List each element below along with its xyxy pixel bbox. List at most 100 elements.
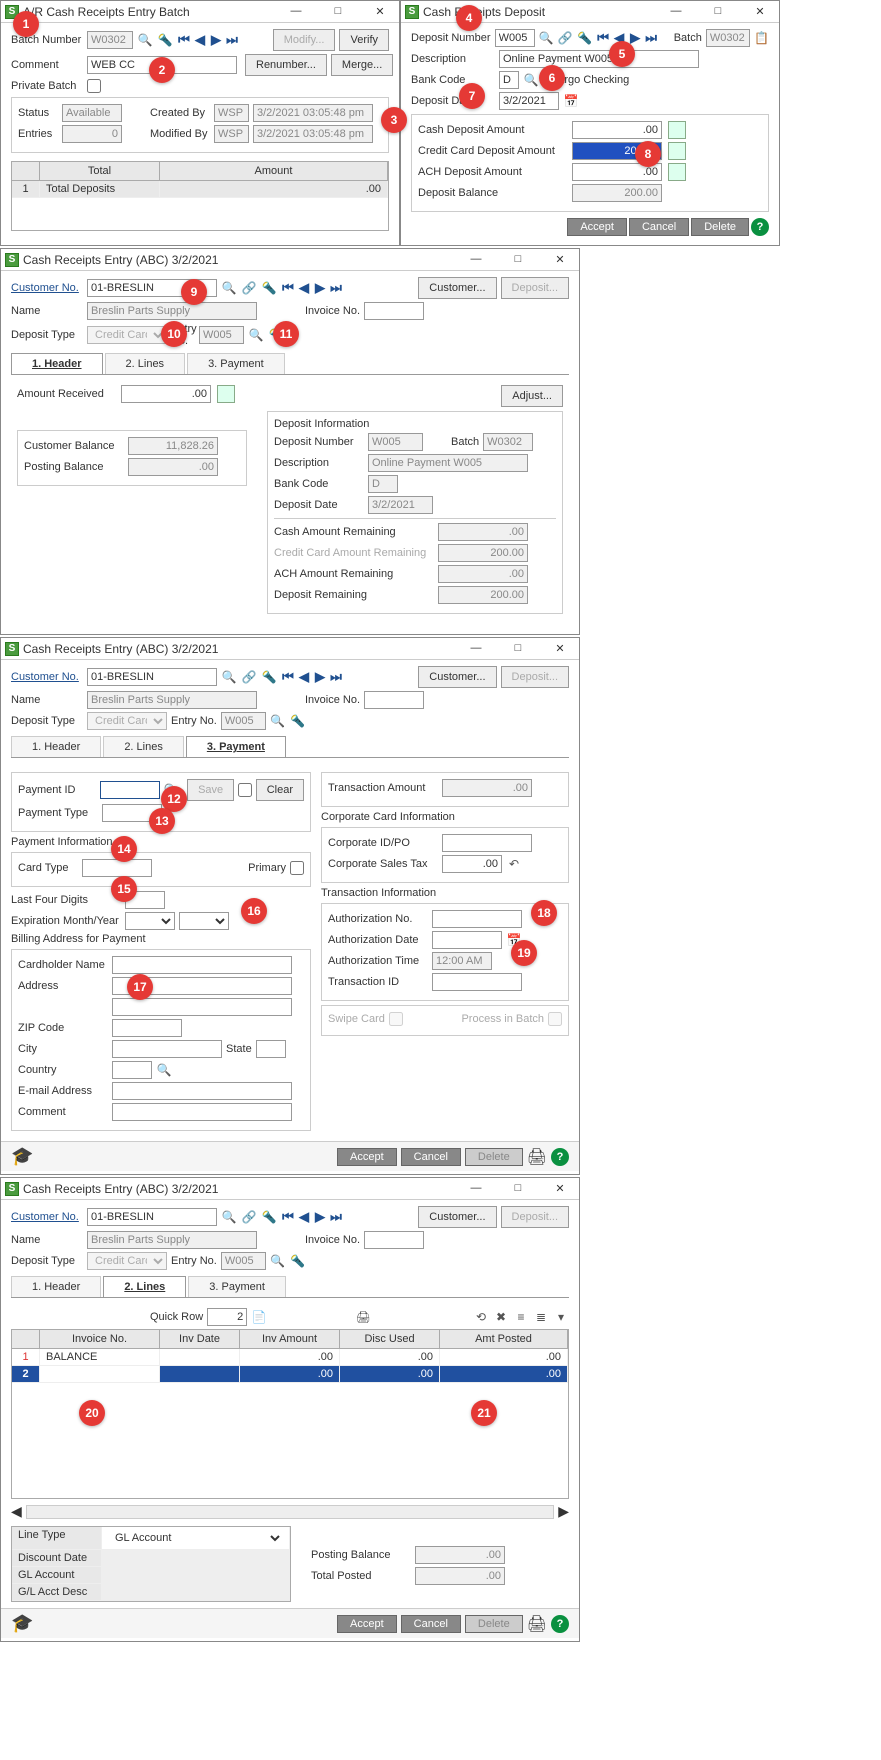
deposit-button[interactable]: Deposit...: [501, 666, 569, 688]
modify-button[interactable]: Modify...: [273, 29, 336, 51]
nav-arrows[interactable]: ⏮ ◀ ▶ ⏭: [177, 32, 239, 48]
tab-payment[interactable]: 3. Payment: [186, 736, 286, 757]
maximize-icon[interactable]: □: [703, 5, 733, 18]
private-batch-checkbox[interactable]: [87, 79, 101, 93]
goto-icon[interactable]: 📄: [251, 1309, 267, 1325]
tool5-icon[interactable]: ▾: [553, 1309, 569, 1325]
grad-cap-icon[interactable]: 🎓: [11, 1146, 33, 1167]
minimize-icon[interactable]: —: [461, 642, 491, 655]
comment2-input[interactable]: [112, 1103, 292, 1121]
primary-checkbox[interactable]: [290, 861, 304, 875]
calc-icon[interactable]: [668, 142, 686, 160]
corpid-input[interactable]: [442, 834, 532, 852]
help-icon[interactable]: ?: [551, 1148, 569, 1166]
close-icon[interactable]: ✕: [745, 5, 775, 18]
custno-label[interactable]: Customer No.: [11, 671, 83, 683]
nav-last-icon[interactable]: ⏭: [644, 30, 658, 46]
close-icon[interactable]: ✕: [365, 5, 395, 18]
help-icon[interactable]: ?: [751, 218, 769, 236]
nav-next-icon[interactable]: ▶: [209, 32, 223, 48]
nav-arrows[interactable]: ⏮◀▶⏭: [281, 280, 343, 296]
custno-input[interactable]: [87, 668, 217, 686]
search-icon[interactable]: 🔍: [539, 30, 554, 46]
cardtype-input[interactable]: [82, 859, 152, 877]
dtype-select[interactable]: Credit Card: [87, 326, 167, 344]
addr2-input[interactable]: [112, 998, 292, 1016]
print-icon[interactable]: 🖨: [527, 1614, 547, 1634]
customer-button[interactable]: Customer...: [418, 1206, 496, 1228]
amt-recv-input[interactable]: [121, 385, 211, 403]
exp-month-select[interactable]: [125, 912, 175, 930]
nav-first-icon[interactable]: ⏮: [596, 30, 610, 46]
nav-first-icon[interactable]: ⏮: [177, 32, 191, 48]
linetype-select[interactable]: GL Account: [108, 1529, 283, 1547]
bank-input[interactable]: [499, 71, 519, 89]
flashlight-icon[interactable]: 🔦: [261, 280, 277, 296]
search-icon[interactable]: 🔍: [248, 327, 264, 343]
nav-last-icon[interactable]: ⏭: [225, 32, 239, 48]
tab-header[interactable]: 1. Header: [11, 353, 103, 374]
cancel-button[interactable]: Cancel: [629, 218, 689, 236]
search-icon[interactable]: 🔍: [156, 1062, 172, 1078]
deposit-button[interactable]: Deposit...: [501, 277, 569, 299]
invno-input[interactable]: [364, 1231, 424, 1249]
renumber-button[interactable]: Renumber...: [245, 54, 327, 76]
tool1-icon[interactable]: ⟲: [473, 1309, 489, 1325]
accept-button[interactable]: Accept: [337, 1615, 397, 1633]
search-icon[interactable]: 🔍: [221, 669, 237, 685]
accept-button[interactable]: Accept: [567, 218, 627, 236]
minimize-icon[interactable]: —: [461, 253, 491, 266]
save-checkbox[interactable]: [238, 783, 252, 797]
state-input[interactable]: [256, 1040, 286, 1058]
tool4-icon[interactable]: ≣: [533, 1309, 549, 1325]
clipboard-icon[interactable]: 📋: [754, 30, 769, 46]
custno-label[interactable]: Customer No.: [11, 282, 83, 294]
tab-header[interactable]: 1. Header: [11, 736, 101, 757]
cardname-input[interactable]: [112, 956, 292, 974]
minimize-icon[interactable]: —: [281, 5, 311, 18]
delete-button[interactable]: Delete: [465, 1148, 523, 1166]
authdate-input[interactable]: [432, 931, 502, 949]
save-button[interactable]: Save: [187, 779, 234, 801]
authno-input[interactable]: [432, 910, 522, 928]
flashlight-icon[interactable]: 🔦: [290, 1253, 306, 1269]
flashlight-icon[interactable]: 🔦: [261, 669, 277, 685]
nav-prev-icon[interactable]: ◀: [193, 32, 207, 48]
print-icon[interactable]: 🖨: [355, 1309, 371, 1325]
help-icon[interactable]: ?: [551, 1615, 569, 1633]
delete-button[interactable]: Delete: [465, 1615, 523, 1633]
calendar-icon[interactable]: 📅: [563, 93, 579, 109]
close-icon[interactable]: ✕: [545, 642, 575, 655]
delete-button[interactable]: Delete: [691, 218, 749, 236]
quickrow-input[interactable]: [207, 1308, 247, 1326]
calc-icon[interactable]: [668, 163, 686, 181]
tab-header[interactable]: 1. Header: [11, 1276, 101, 1297]
close-icon[interactable]: ✕: [545, 253, 575, 266]
deposit-button[interactable]: Deposit...: [501, 1206, 569, 1228]
txid-input[interactable]: [432, 973, 522, 991]
tab-payment[interactable]: 3. Payment: [187, 353, 285, 374]
link-icon[interactable]: 🔗: [241, 669, 257, 685]
minimize-icon[interactable]: —: [661, 5, 691, 18]
grad-cap-icon[interactable]: 🎓: [11, 1613, 33, 1634]
tab-lines[interactable]: 2. Lines: [105, 353, 186, 374]
link-icon[interactable]: 🔗: [241, 280, 257, 296]
maximize-icon[interactable]: □: [503, 642, 533, 655]
flashlight-icon[interactable]: 🔦: [261, 1209, 277, 1225]
invno-input[interactable]: [364, 691, 424, 709]
calc-icon[interactable]: [668, 121, 686, 139]
dtype-select[interactable]: Credit Card: [87, 1252, 167, 1270]
flashlight-icon[interactable]: 🔦: [157, 32, 173, 48]
search-icon[interactable]: 🔍: [221, 1209, 237, 1225]
email-input[interactable]: [112, 1082, 292, 1100]
search-icon[interactable]: 🔍: [270, 713, 286, 729]
link-icon[interactable]: 🔗: [558, 30, 573, 46]
search-icon[interactable]: 🔍: [523, 72, 539, 88]
custno-input[interactable]: [87, 1208, 217, 1226]
print-icon[interactable]: 🖨: [527, 1147, 547, 1167]
merge-button[interactable]: Merge...: [331, 54, 393, 76]
tab-lines[interactable]: 2. Lines: [103, 736, 184, 757]
customer-button[interactable]: Customer...: [418, 666, 496, 688]
search-icon[interactable]: 🔍: [221, 280, 237, 296]
maximize-icon[interactable]: □: [503, 253, 533, 266]
